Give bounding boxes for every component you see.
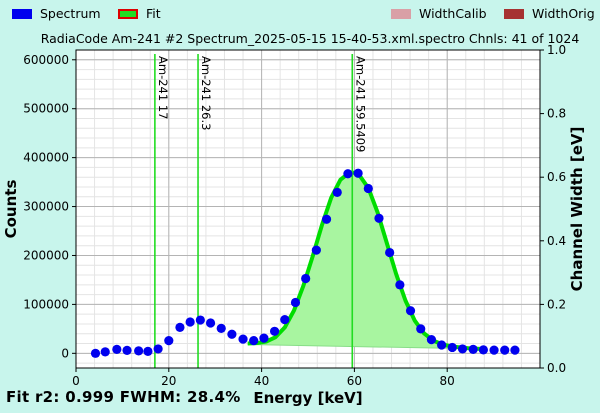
y-tick-label: 200000: [23, 248, 69, 262]
legend-label-widthcalib: WidthCalib: [419, 6, 487, 21]
y-axis-label: Counts: [2, 180, 20, 239]
spectrum-point: [353, 168, 363, 178]
spectrum-point: [122, 345, 132, 355]
spectrum-point: [457, 344, 468, 354]
y2-tick-label: 0.4: [547, 234, 566, 248]
spectrum-point: [500, 345, 510, 355]
spectrum-swatch: [12, 8, 32, 19]
y-tick-label: 300000: [23, 200, 69, 214]
spectrum-point: [416, 324, 426, 334]
spectrum-point: [301, 273, 311, 284]
spectrum-point: [405, 306, 416, 316]
legend-label-widthorig: WidthOrig: [532, 6, 595, 21]
y-tick-label: 0: [61, 346, 69, 360]
legend-item-widthorig: WidthOrig: [504, 6, 595, 21]
legend-item-spectrum: Spectrum: [12, 6, 101, 21]
spectrum-point: [112, 344, 122, 355]
spectrum-point: [164, 336, 174, 346]
legend-label-spectrum: Spectrum: [40, 6, 101, 21]
y-tick-label: 500000: [23, 102, 69, 116]
spectrum-point: [216, 323, 226, 333]
x-axis-label: Energy [keV]: [253, 389, 362, 407]
x-tick-label: 80: [440, 374, 455, 388]
widthorig-swatch: [504, 8, 524, 19]
spectrum-point: [134, 346, 144, 356]
spectrum-point: [426, 335, 437, 345]
y2-tick-label: 0.0: [547, 361, 566, 375]
spectrum-point: [447, 342, 457, 353]
chart-title: RadiaCode Am-241 #2 Spectrum_2025-05-15 …: [40, 31, 580, 46]
spectrum-point: [290, 297, 301, 308]
widthcalib-swatch: [391, 8, 411, 19]
spectrum-point: [385, 247, 395, 258]
spectrum-point: [100, 347, 110, 357]
spectrum-point: [269, 326, 280, 336]
y2-tick-label: 0.2: [547, 297, 566, 311]
spectrum-point: [363, 183, 373, 194]
spectrum-point: [280, 314, 290, 325]
spectrum-point: [205, 318, 216, 328]
spectrum-point: [343, 169, 353, 179]
spectrum-point: [227, 329, 237, 339]
spectrum-point: [153, 344, 163, 354]
spectrum-point: [321, 214, 332, 224]
fit-summary: Fit r2: 0.999 FWHM: 28.4%: [6, 388, 241, 406]
spectrum-point: [249, 336, 259, 346]
spectrum-point: [332, 187, 342, 197]
spectrum-point: [510, 345, 520, 355]
legend-item-widthcalib: WidthCalib: [391, 6, 487, 21]
spectrum-point: [468, 344, 478, 355]
x-tick-label: 0: [72, 374, 80, 388]
spectrum-point: [185, 317, 195, 327]
x-tick-label: 20: [161, 374, 176, 388]
y2-tick-label: 0.8: [547, 107, 566, 121]
fit-fill-area: [247, 172, 480, 349]
spectrum-point: [374, 213, 384, 223]
plot-frame: [75, 49, 541, 369]
spectrum-point: [311, 245, 321, 255]
y2-tick-label: 1.0: [547, 43, 566, 57]
y-tick-label: 400000: [23, 151, 69, 165]
spectrum-point: [195, 315, 205, 325]
spectrum-point: [143, 346, 153, 356]
energy-marker-label: Am-241 59.5409: [353, 56, 367, 152]
y-tick-label: 600000: [23, 53, 69, 67]
fit-swatch: [118, 8, 138, 19]
x-tick-label: 60: [347, 374, 362, 388]
y-tick-label: 100000: [23, 297, 69, 311]
x-tick-label: 40: [254, 374, 269, 388]
spectrum-point: [90, 348, 101, 358]
spectrum-point: [238, 334, 248, 344]
spectrum-point: [478, 345, 488, 355]
spectrum-point: [259, 333, 269, 343]
legend-item-fit: Fit: [118, 6, 161, 21]
spectrum-point: [489, 345, 499, 355]
spectrum-point: [175, 322, 185, 332]
y2-axis-label: Channel Width [eV]: [568, 127, 586, 292]
spectrum-point: [395, 280, 405, 290]
energy-marker-label: Am-241 26.3: [199, 56, 213, 130]
y2-tick-label: 0.6: [547, 170, 566, 184]
energy-marker-label: Am-241 17: [156, 56, 170, 119]
legend-label-fit: Fit: [146, 6, 161, 21]
legend: Spectrum Fit WidthCalib WidthOrig: [0, 6, 600, 26]
spectrum-point: [437, 340, 447, 350]
